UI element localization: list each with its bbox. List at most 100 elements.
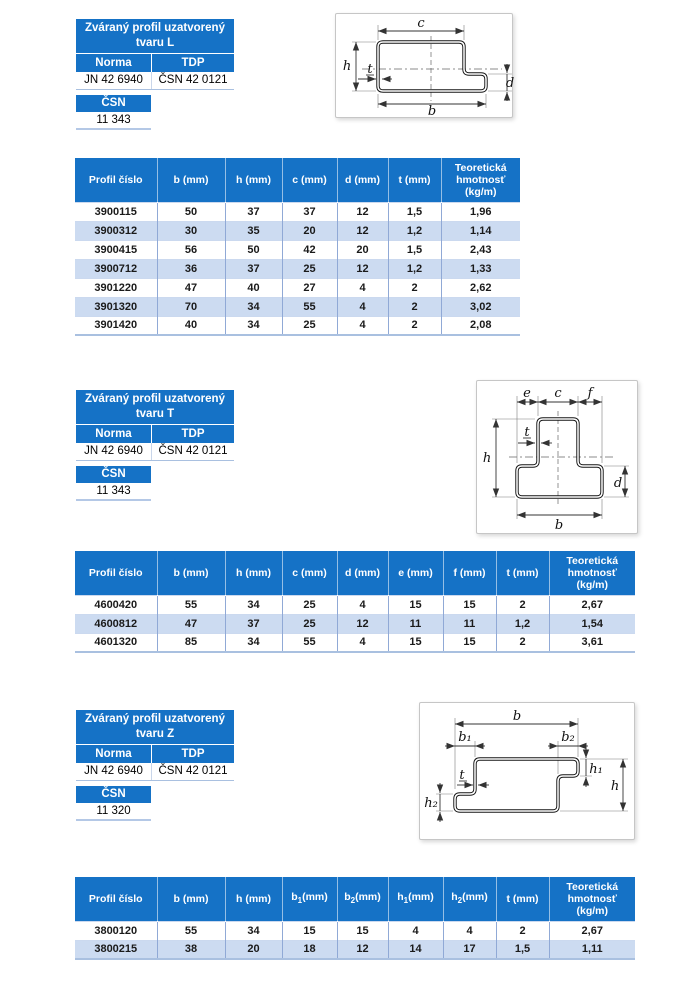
- value-cell: 34: [224, 594, 282, 614]
- title-line2: tvaru T: [135, 408, 175, 420]
- value-cell: 40: [224, 277, 282, 297]
- header-row: Profil číslo b (mm) h (mm) c (mm) d (mm) e (m…: [75, 551, 635, 595]
- value-cell: 3,02: [440, 296, 520, 316]
- header-row: Profil číslo b (mm) h (mm) c (mm) d (mm) t (m…: [75, 158, 520, 202]
- dim-label-c: c: [554, 386, 562, 401]
- profile-outline: [515, 417, 604, 499]
- dimension-lines: [352, 27, 511, 108]
- value-cell: 17: [442, 939, 496, 959]
- value-cell: 4: [336, 277, 388, 297]
- profile-number-cell: 3900712: [75, 258, 157, 278]
- t-profile-drawing: e c f h t d b: [483, 386, 629, 533]
- column-header: h2(mm): [442, 877, 496, 921]
- dim-label-h: h: [483, 451, 491, 466]
- value-cell: 12: [336, 220, 388, 240]
- table-row: 3800120 55 34 15 15 4 4 2 2,67: [75, 920, 635, 940]
- column-header: Profil číslo: [75, 877, 157, 921]
- value-cell: 15: [442, 594, 496, 614]
- value-cell: 1,2: [387, 220, 441, 240]
- csn-value: 11 320: [76, 803, 151, 821]
- value-cell: 3,61: [548, 632, 635, 652]
- dim-label-t: t: [459, 768, 465, 783]
- dim-label-b: b: [513, 709, 521, 724]
- column-header: e (mm): [387, 551, 443, 595]
- dim-label-c: c: [417, 16, 425, 31]
- value-cell: 27: [281, 277, 337, 297]
- column-header: f (mm): [442, 551, 496, 595]
- header-row: Profil číslo b (mm) h (mm) b1(mm) b2(mm) h1(m…: [75, 877, 635, 921]
- l-profile-title: Zváraný profil uzatvorený tvaru L: [76, 19, 234, 53]
- column-header: t (mm): [495, 551, 549, 595]
- profile-outline: [376, 40, 488, 93]
- value-cell: 4: [336, 315, 388, 335]
- column-header: h (mm): [224, 877, 282, 921]
- extension-lines: [492, 396, 629, 519]
- tdp-header: TDP: [152, 54, 234, 72]
- column-header: h (mm): [224, 158, 282, 202]
- value-cell: 55: [281, 296, 337, 316]
- column-header: b1(mm): [281, 877, 337, 921]
- column-header: Profil číslo: [75, 158, 157, 202]
- value-cell: 11: [387, 613, 443, 633]
- value-cell: 25: [281, 315, 337, 335]
- value-cell: 1,14: [440, 220, 520, 240]
- value-cell: 2,43: [440, 239, 520, 259]
- value-cell: 1,11: [548, 939, 635, 959]
- profile-number-cell: 4600420: [75, 594, 157, 614]
- value-cell: 34: [224, 315, 282, 335]
- extension-lines: [352, 25, 512, 108]
- value-cell: 15: [336, 920, 388, 940]
- dim-label-b: b: [555, 518, 563, 533]
- value-cell: 1,5: [387, 201, 441, 221]
- profile-number-cell: 3900115: [75, 201, 157, 221]
- column-header: Profil číslo: [75, 551, 157, 595]
- norma-tdp-value-row: JN 42 6940 ČSN 42 0121: [76, 72, 234, 90]
- value-cell: 50: [224, 239, 282, 259]
- t-profile-table: Profil číslo b (mm) h (mm) c (mm) d (mm) e (m…: [75, 551, 635, 653]
- value-cell: 37: [224, 613, 282, 633]
- value-cell: 2: [495, 920, 549, 940]
- table-row: 3900115 50 37 37 12 1,5 1,96: [75, 201, 520, 221]
- value-cell: 12: [336, 258, 388, 278]
- l-profile-diagram: c h t b d: [335, 13, 514, 119]
- table-row: 3900415 56 50 42 20 1,5 2,43: [75, 239, 520, 259]
- column-header: d (mm): [336, 158, 388, 202]
- dim-label-t: t: [524, 425, 530, 440]
- value-cell: 30: [156, 220, 225, 240]
- column-header: h1(mm): [387, 877, 443, 921]
- t-profile-header-block: Zváraný profil uzatvorený tvaru T Norma …: [76, 390, 234, 501]
- value-cell: 1,33: [440, 258, 520, 278]
- z-profile-drawing: b b₁ b₂ h₁ h h₂ t: [424, 709, 628, 822]
- norma-tdp-value-row: JN 42 6940 ČSN 42 0121: [76, 763, 234, 781]
- profile-number-cell: 3900312: [75, 220, 157, 240]
- norma-value: JN 42 6940: [76, 72, 152, 89]
- tdp-value: ČSN 42 0121: [158, 74, 228, 86]
- value-cell: 2: [495, 594, 549, 614]
- value-cell: 55: [156, 594, 225, 614]
- t-profile-title: Zváraný profil uzatvorený tvaru T: [76, 390, 234, 424]
- dim-label-b1: b₁: [458, 730, 472, 745]
- profile-number-cell: 3901220: [75, 277, 157, 297]
- csn-header: ČSN: [76, 786, 151, 803]
- table-row: 4600812 47 37 25 12 11 11 1,2 1,54: [75, 613, 635, 633]
- value-cell: 1,96: [440, 201, 520, 221]
- value-cell: 20: [224, 939, 282, 959]
- value-cell: 4: [336, 296, 388, 316]
- value-cell: 4: [336, 594, 388, 614]
- tdp-value: ČSN 42 0121: [158, 445, 228, 457]
- column-header: c (mm): [281, 551, 337, 595]
- value-cell: 36: [156, 258, 225, 278]
- value-cell: 2: [387, 277, 441, 297]
- dim-label-h2: h₂: [424, 796, 438, 811]
- profile-number-cell: 3900415: [75, 239, 157, 259]
- value-cell: 34: [224, 296, 282, 316]
- tdp-header: TDP: [152, 425, 234, 443]
- value-cell: 15: [281, 920, 337, 940]
- title-line2: tvaru Z: [135, 728, 175, 740]
- value-cell: 4: [387, 920, 443, 940]
- profile-number-cell: 3800215: [75, 939, 157, 959]
- norma-tdp-header-row: Norma TDP: [76, 424, 234, 443]
- dim-label-t: t: [367, 62, 373, 77]
- tdp-value: ČSN 42 0121: [158, 765, 228, 777]
